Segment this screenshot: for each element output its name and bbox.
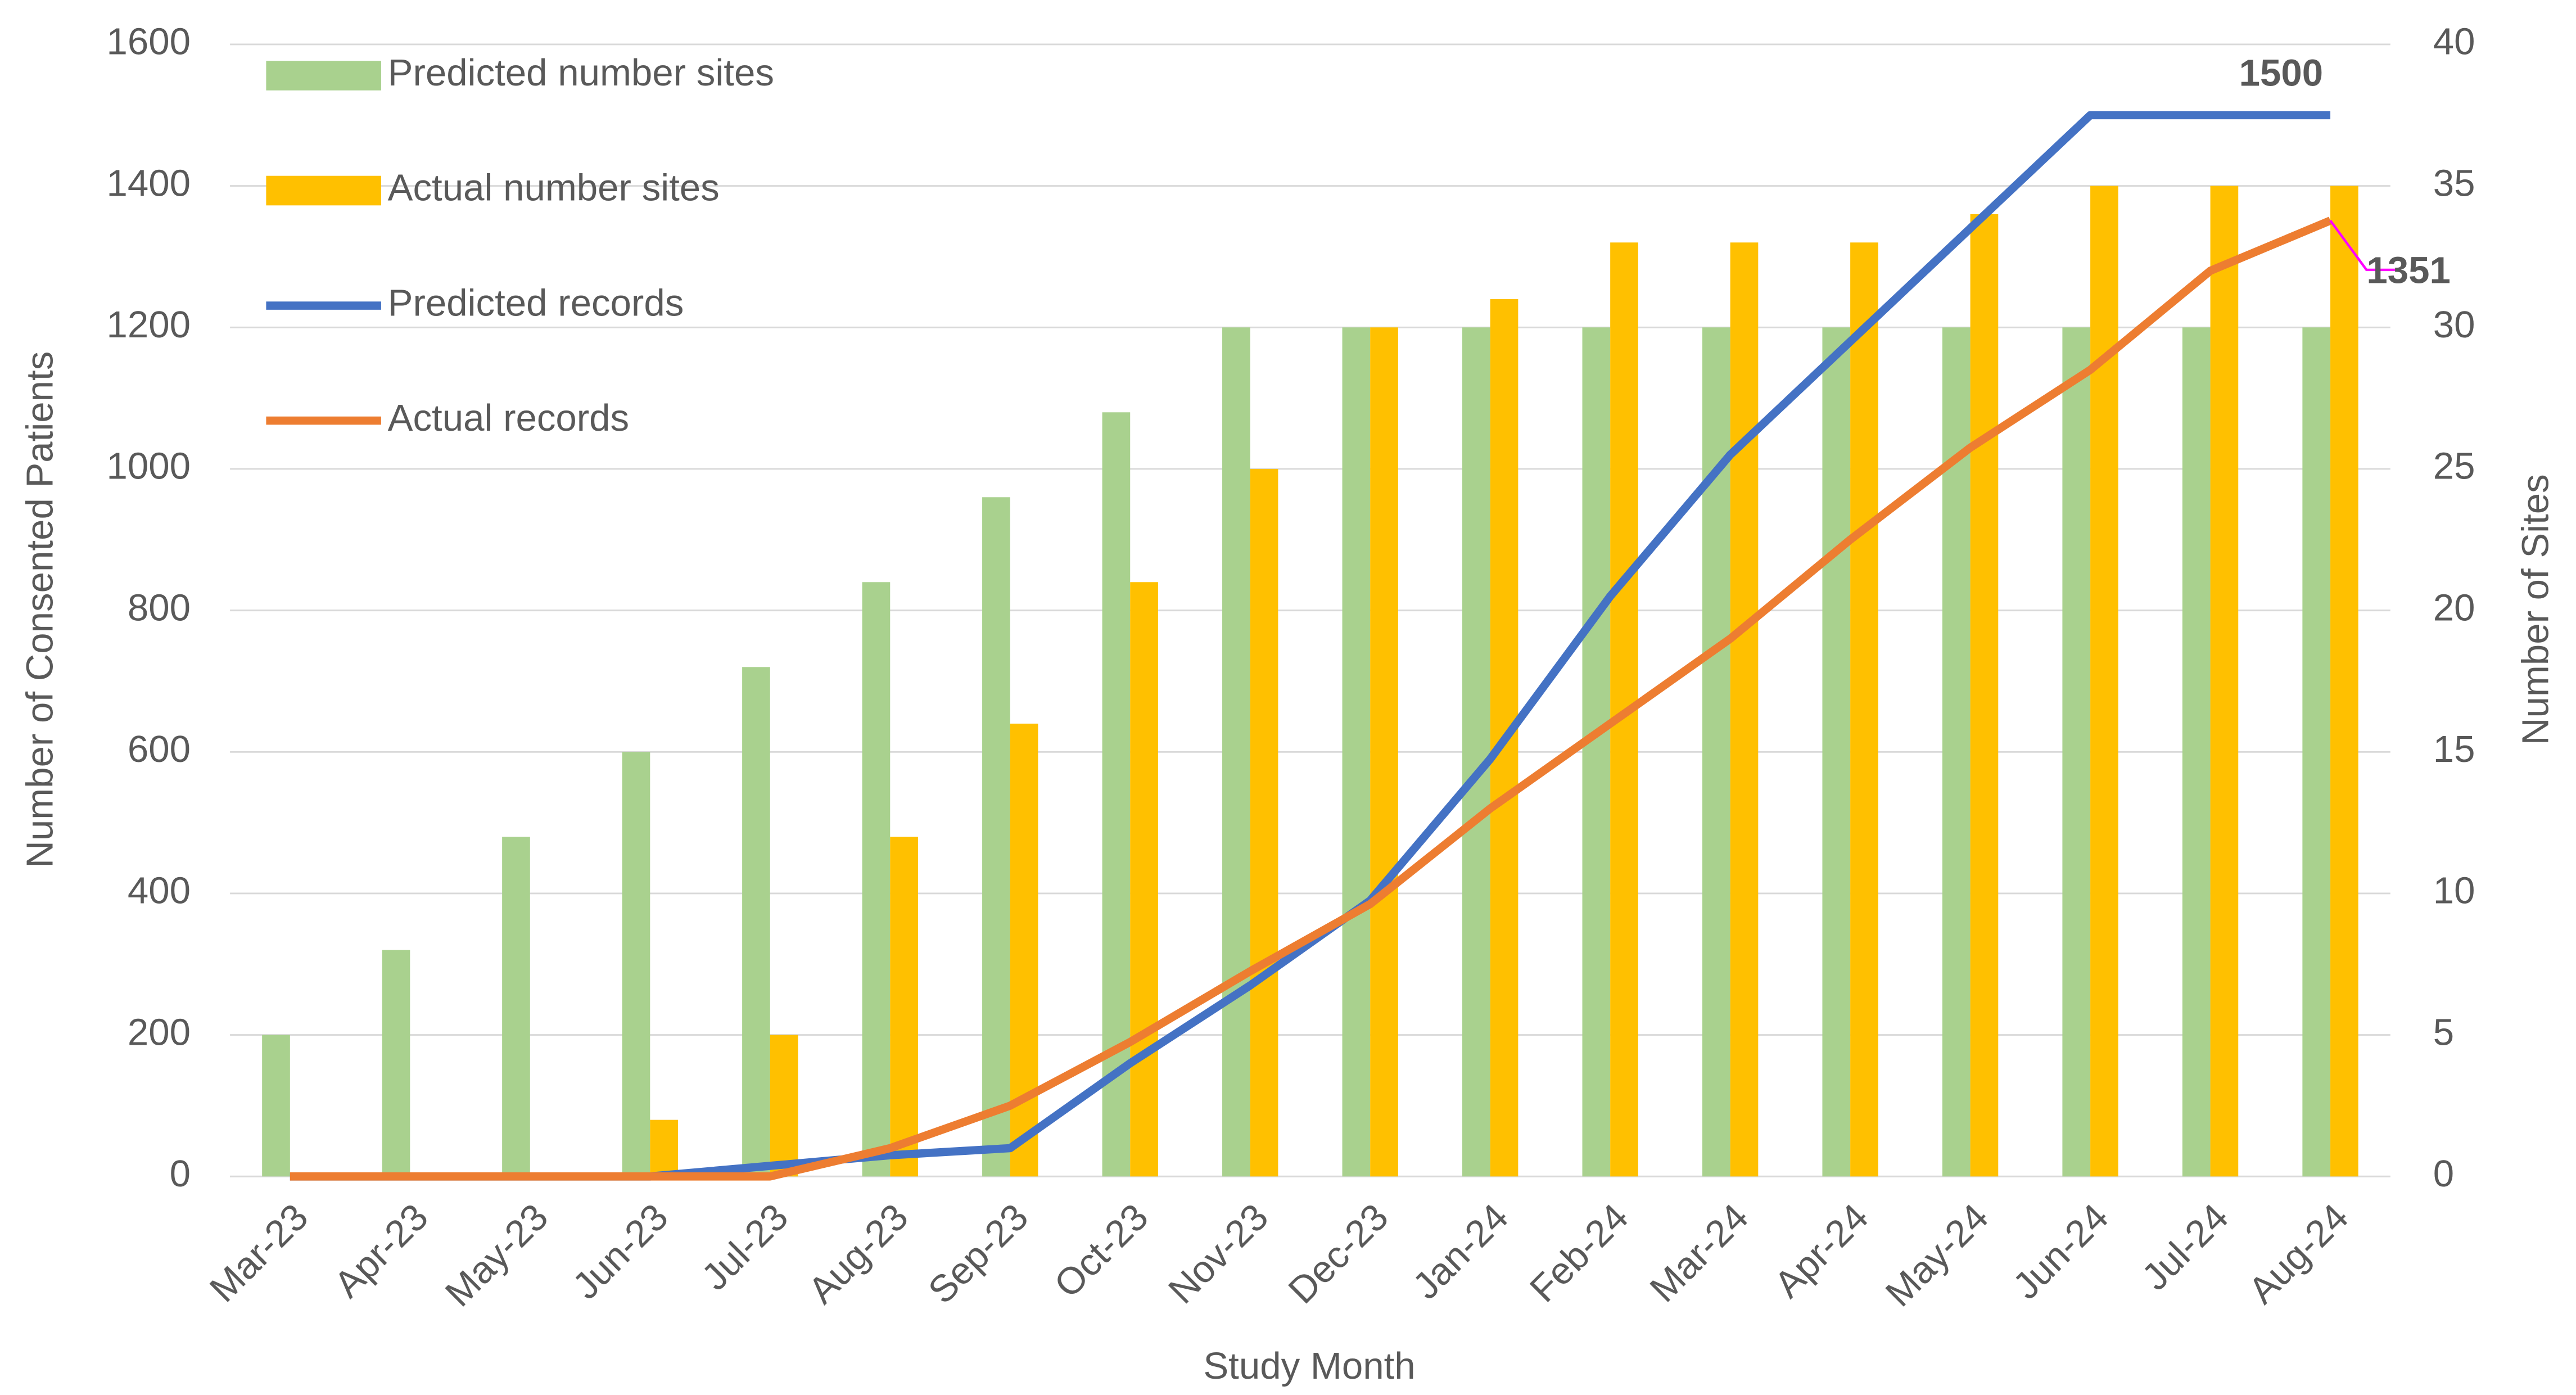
x-tick-label: Aug-23 [801,1196,916,1312]
bar [1582,327,1611,1177]
bar [1462,327,1490,1177]
bar [2062,327,2091,1177]
y-tick-label: 200 [128,1011,191,1053]
y-axis-label: Number of Consented Patients [19,351,61,868]
bar [1250,468,1278,1177]
y2-tick-label: 0 [2433,1153,2454,1195]
y-tick-label: 1400 [106,162,191,204]
legend-label: Predicted number sites [388,52,774,94]
leader-line [2329,219,2396,272]
line [290,111,2331,1181]
legend-label: Actual records [388,397,630,439]
x-tick-label: May-23 [437,1196,556,1315]
bar [1370,327,1398,1177]
x-tick-label: Jun-24 [2005,1196,2116,1307]
bar [382,950,410,1177]
y2-axis-label: Number of Sites [2515,474,2557,745]
y2-tick-label: 20 [2433,586,2475,629]
x-tick-label: Sep-23 [920,1196,1036,1312]
annotation: 1500 [2239,52,2324,94]
line [290,216,2332,1181]
x-tick-label: Apr-23 [326,1196,436,1306]
bar [770,1035,798,1177]
x-tick-label: Jul-23 [694,1196,796,1298]
bar [742,667,770,1177]
x-tick-label: Jul-24 [2134,1196,2236,1298]
bar [1970,214,1999,1177]
y-tick-label: 600 [128,728,191,770]
annotation: 1351 [2366,250,2451,292]
y-tick-label: 1200 [106,304,191,346]
bar [2182,327,2211,1177]
x-tick-label: Jan-24 [1405,1196,1516,1307]
y-tick-label: 0 [170,1153,191,1195]
y2-tick-label: 25 [2433,445,2475,487]
bar [1342,327,1371,1177]
bar [650,1119,678,1177]
x-tick-label: Nov-23 [1160,1196,1276,1312]
bar [1130,582,1158,1177]
x-axis-label: Study Month [1203,1345,1415,1387]
bar [1822,327,1851,1177]
y2-tick-label: 10 [2433,870,2475,912]
bar [982,497,1010,1177]
x-tick-label: Feb-24 [1522,1196,1637,1311]
legend-swatch [266,61,381,91]
y2-tick-label: 5 [2433,1011,2454,1053]
bar [1730,242,1759,1177]
bar [1850,242,1878,1177]
x-tick-label: Mar-24 [1642,1196,1757,1311]
bar [862,582,891,1177]
legend-label: Predicted records [388,282,684,324]
x-tick-label: May-24 [1878,1196,1996,1315]
legend-label: Actual number sites [388,167,720,209]
y2-tick-label: 40 [2433,21,2475,63]
x-tick-label: Mar-23 [202,1196,317,1311]
x-tick-label: Apr-24 [1766,1196,1877,1306]
y-tick-label: 400 [128,870,191,912]
y2-tick-label: 15 [2433,728,2475,770]
y2-tick-label: 35 [2433,162,2475,204]
bar [2330,186,2358,1177]
y-tick-label: 800 [128,586,191,629]
y2-tick-label: 30 [2433,304,2475,346]
bar [1222,327,1250,1177]
bar [2090,186,2118,1177]
bar [2302,327,2331,1177]
bar [622,752,650,1177]
bar [2210,186,2239,1177]
x-tick-label: Dec-23 [1281,1196,1397,1312]
x-tick-label: Aug-24 [2240,1196,2356,1312]
y-tick-label: 1600 [106,21,191,63]
bar [890,837,918,1177]
legend-swatch [266,175,381,206]
bar [502,837,530,1177]
x-tick-label: Jun-23 [564,1196,676,1307]
bar [1010,723,1038,1177]
x-tick-label: Oct-23 [1046,1196,1156,1306]
y-tick-label: 1000 [106,445,191,487]
bar [262,1035,290,1177]
